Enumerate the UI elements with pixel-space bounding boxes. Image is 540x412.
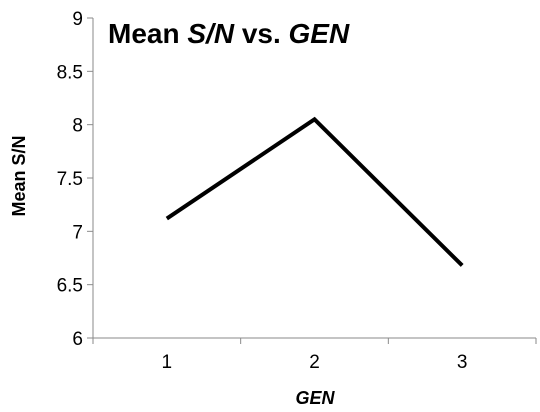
chart-title: Mean S/N vs. GEN <box>108 18 350 49</box>
series-layer <box>165 116 464 267</box>
x-axis-title: GEN <box>295 388 335 408</box>
series-line <box>165 116 464 267</box>
chart-title-part: vs. <box>234 18 288 49</box>
y-tick-label: 6 <box>72 329 83 350</box>
y-axis: 6 6.5 7 7.5 8 8.5 9 <box>57 9 94 350</box>
x-tick-label: 1 <box>162 352 173 373</box>
y-tick-label: 8.5 <box>57 62 83 83</box>
x-axis: 1 2 3 <box>92 337 537 373</box>
y-tick-label: 8 <box>72 116 83 137</box>
x-tick-label: 3 <box>457 352 468 373</box>
y-tick-label: 9 <box>72 9 83 30</box>
chart-title-part: S/N <box>187 18 234 49</box>
y-axis-title: Mean S/N <box>9 135 29 216</box>
x-tick-label: 2 <box>309 352 320 373</box>
chart-title-part: Mean <box>108 18 187 49</box>
y-tick-label: 7 <box>72 222 83 243</box>
y-tick-label: 6.5 <box>57 276 83 297</box>
chart-title-part: GEN <box>289 18 350 49</box>
y-tick-label: 7.5 <box>57 169 83 190</box>
